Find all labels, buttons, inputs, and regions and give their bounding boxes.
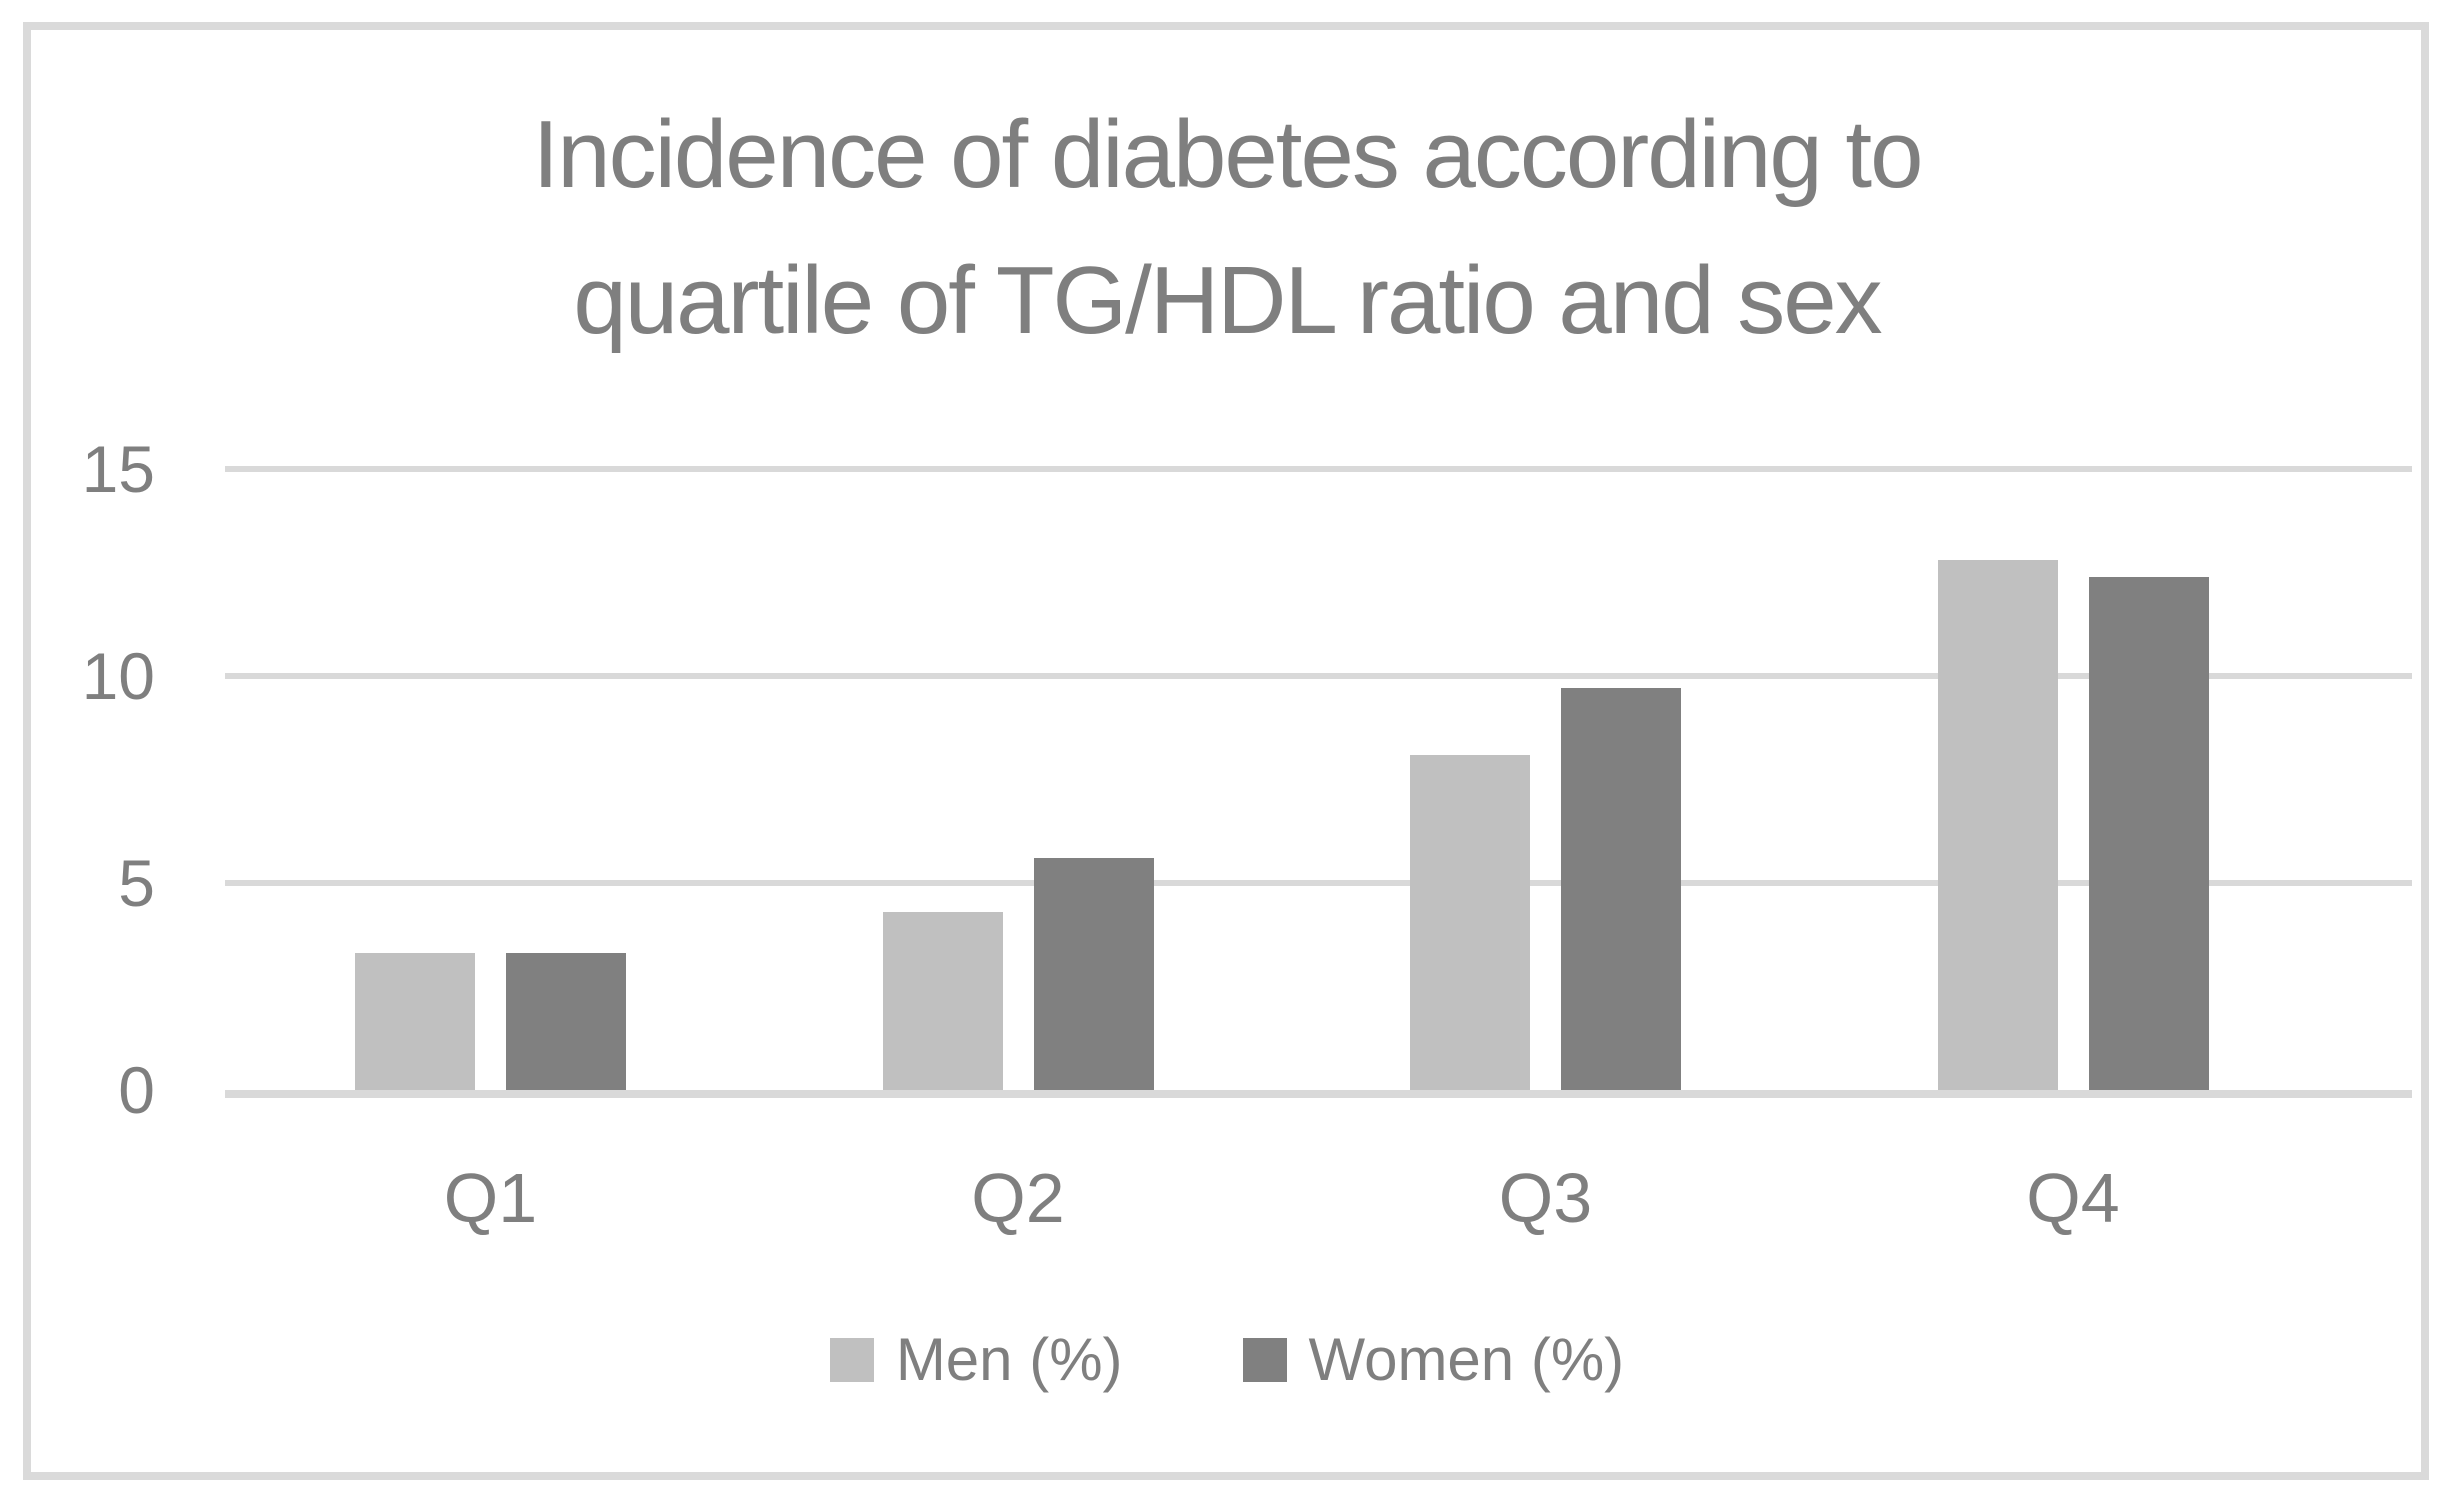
xtick-label-q2: Q2 <box>971 1159 1065 1237</box>
bar-women-q1 <box>506 953 626 1090</box>
bar-men-q2 <box>882 911 1003 1090</box>
legend-label-women: Women (%) <box>1308 1326 1625 1393</box>
xtick-label-q1: Q1 <box>443 1159 538 1237</box>
bar-men-q3 <box>1410 754 1530 1090</box>
plot-area <box>225 466 2412 1098</box>
bar-men-q4 <box>1937 560 2058 1090</box>
ytick-label-15: 15 <box>81 432 155 506</box>
legend-item-women: Women (%) <box>1242 1326 1625 1393</box>
figure-border <box>23 22 2429 1480</box>
ytick-label-10: 10 <box>81 639 155 713</box>
legend-swatch-women <box>1242 1338 1287 1382</box>
chart-title: Incidence of diabetes according to quart… <box>177 82 2277 374</box>
chart-title-line-2: quartile of TG/HDL ratio and sex <box>573 247 1882 354</box>
legend-swatch-men <box>829 1338 874 1382</box>
bar-women-q3 <box>1561 688 1681 1090</box>
legend-label-men: Men (%) <box>895 1326 1123 1393</box>
legend: Men (%) Women (%) <box>0 1328 2454 1392</box>
legend-item-men: Men (%) <box>829 1326 1123 1393</box>
xtick-label-q3: Q3 <box>1498 1159 1593 1237</box>
xtick-label-q4: Q4 <box>2026 1159 2120 1237</box>
gridline-15 <box>225 466 2412 472</box>
gridline-10 <box>225 673 2412 679</box>
bar-men-q1 <box>355 953 475 1090</box>
chart-title-line-1: Incidence of diabetes according to <box>532 101 1924 208</box>
ytick-label-0: 0 <box>118 1053 155 1127</box>
bar-women-q2 <box>1033 858 1154 1090</box>
bar-women-q4 <box>2088 576 2209 1090</box>
x-axis-line <box>225 1090 2412 1098</box>
gridline-5 <box>225 880 2412 886</box>
ytick-label-5: 5 <box>118 846 155 920</box>
